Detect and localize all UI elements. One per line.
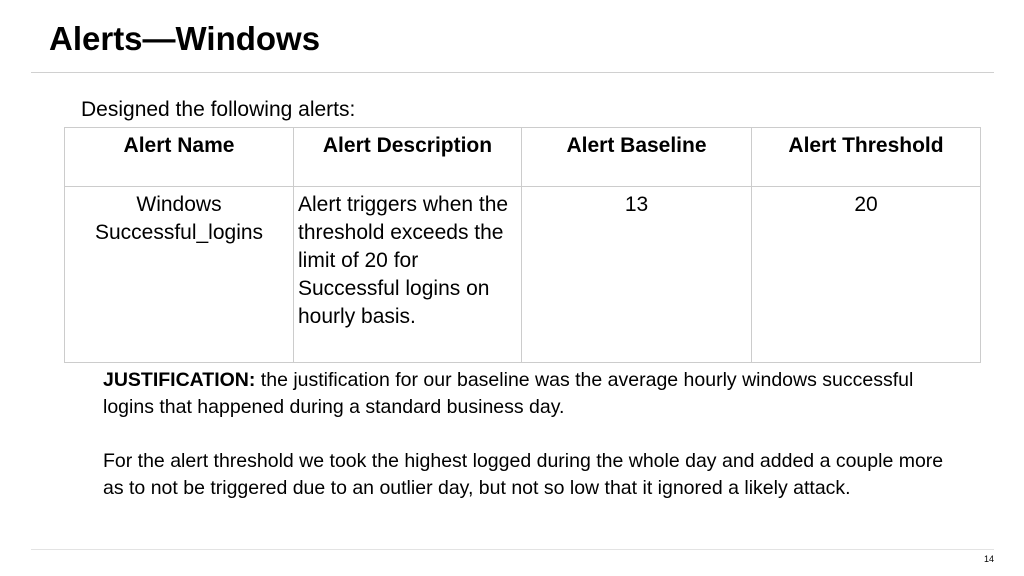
justification-label: JUSTIFICATION: [103,369,256,391]
table-row: Windows Successful_logins Alert triggers… [64,186,981,363]
header-alert-baseline: Alert Baseline [521,127,752,187]
threshold-paragraph: For the alert threshold we took the high… [103,450,944,499]
header-alert-name: Alert Name [64,127,294,187]
cell-alert-name: Windows Successful_logins [64,186,294,363]
header-alert-description: Alert Description [293,127,522,187]
cell-alert-threshold: 20 [751,186,981,363]
table-header-row: Alert Name Alert Description Alert Basel… [64,127,981,187]
footer-divider [31,549,994,550]
alerts-table: Alert Name Alert Description Alert Basel… [64,127,981,363]
justification-paragraph: JUSTIFICATION: the justification for our… [103,367,963,421]
justification-text: the justification for our baseline was t… [103,369,914,418]
title-divider [31,72,994,73]
cell-alert-description: Alert triggers when the threshold exceed… [293,186,522,363]
cell-alert-baseline: 13 [521,186,752,363]
page-number: 14 [983,554,994,564]
slide-title: Alerts—Windows [49,20,321,57]
header-alert-threshold: Alert Threshold [751,127,981,187]
justification-block: JUSTIFICATION: the justification for our… [103,367,963,502]
intro-text: Designed the following alerts: [81,98,356,121]
